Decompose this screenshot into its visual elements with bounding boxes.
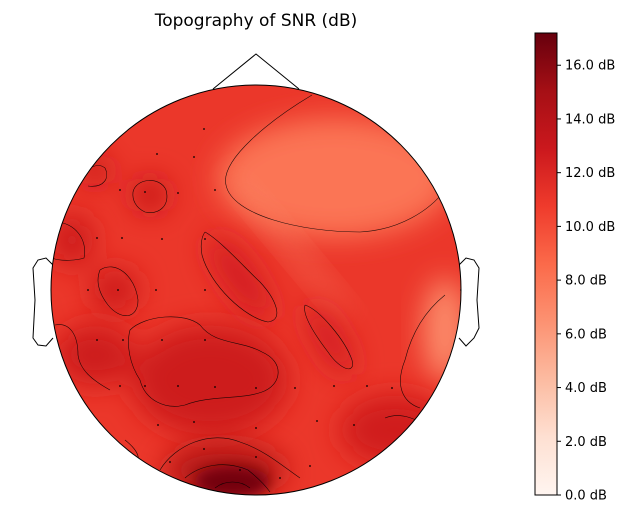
contour-line (132, 180, 168, 213)
sensor-dot (255, 456, 257, 458)
sensor-dot (157, 424, 159, 426)
heatmap-streak (228, 171, 352, 319)
colorbar-tick-label: 16.0 dB (565, 59, 615, 74)
contour-line (128, 316, 279, 407)
sensor-dot (122, 339, 124, 341)
right-ear-outline (458, 257, 480, 347)
sensor-dot (96, 339, 98, 341)
sensor-dot (177, 192, 179, 194)
sensor-dot (193, 156, 195, 158)
sensor-dot (144, 191, 146, 193)
sensor-dot (193, 421, 195, 423)
sensor-dot (316, 420, 318, 422)
sensor-dot (169, 461, 171, 463)
sensor-dot (279, 477, 281, 479)
sensor-dot (87, 289, 89, 291)
sensor-dot (121, 237, 123, 239)
colorbar-tick-label: 8.0 dB (565, 274, 607, 289)
sensor-dot (161, 238, 163, 240)
sensor-dot (119, 189, 121, 191)
sensor-dot (177, 385, 179, 387)
contour-line (54, 324, 111, 391)
colorbar-tick-label: 2.0 dB (565, 435, 607, 450)
contour-line (97, 266, 139, 316)
colorbar (534, 32, 558, 496)
sensor-dot (214, 386, 216, 388)
heatmap-region-posterior-left-high (55, 325, 288, 435)
sensor-dot (309, 465, 311, 467)
sensor-dot (353, 424, 355, 426)
contour-line (184, 464, 271, 493)
colorbar-tick-label: 4.0 dB (565, 381, 607, 396)
sensor-dot (255, 427, 257, 429)
contour-line (304, 304, 353, 370)
chart-title: Topography of SNR (dB) (154, 11, 358, 31)
sensor-dot (294, 387, 296, 389)
contour-line (214, 481, 251, 489)
heatmap-region-central-band (208, 236, 354, 376)
sensor-dot (119, 385, 121, 387)
left-ear-outline (32, 257, 54, 347)
sensor-dot (117, 289, 119, 291)
sensor-dot (161, 339, 163, 341)
sensor-dot (333, 385, 335, 387)
sensor-dot (203, 128, 205, 130)
sensor-markers (87, 128, 461, 479)
sensor-dot (132, 467, 134, 469)
sensor-dot (144, 385, 146, 387)
nose-outline (212, 53, 300, 90)
contour-line (51, 221, 86, 261)
contour-lines (51, 94, 446, 493)
colorbar-tick-label: 12.0 dB (565, 166, 615, 181)
head-outline (50, 84, 462, 496)
sensor-dot (204, 289, 206, 291)
heatmap-region-temporal-right-low (423, 278, 461, 382)
sensor-dot (203, 448, 205, 450)
sensor-dot (155, 289, 157, 291)
sensor-dot (204, 339, 206, 341)
colorbar-tick-label: 0.0 dB (565, 489, 607, 504)
contour-line (400, 294, 446, 409)
colorbar-ticks: 0.0 dB 2.0 dB 4.0 dB 6.0 dB 8.0 dB 10.0 dB 12.… (557, 59, 615, 504)
colorbar-tick-label: 10.0 dB (565, 220, 615, 235)
sensor-dot (391, 387, 393, 389)
sensor-dot (96, 237, 98, 239)
contour-line (225, 94, 446, 233)
contour-line (200, 231, 278, 323)
heatmap-region-parietal-right-high (340, 395, 450, 465)
sensor-dot (255, 387, 257, 389)
sensor-dot (366, 385, 368, 387)
heatmap-region-frontal-right-low (217, 118, 453, 238)
head-heatmap (51, 85, 461, 495)
sensor-dot (156, 153, 158, 155)
colorbar-tick-label: 14.0 dB (565, 112, 615, 127)
contour-line (159, 437, 301, 479)
sensor-dot (239, 469, 241, 471)
sensor-dot (204, 238, 206, 240)
colorbar-tick-label: 6.0 dB (565, 327, 607, 342)
sensor-dot (214, 189, 216, 191)
